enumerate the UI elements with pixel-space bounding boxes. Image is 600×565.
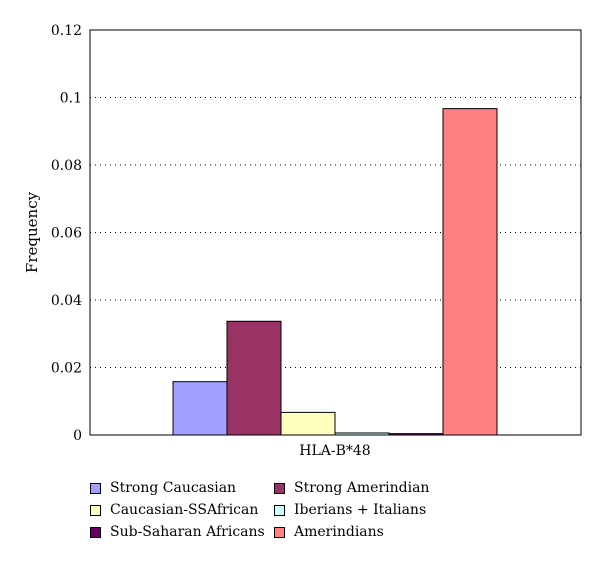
x-category-label: HLA-B*48 [299, 443, 370, 459]
legend-swatch-caucasian-ssafrican [90, 504, 101, 516]
y-tick-label: 0.12 [51, 23, 82, 39]
bar-strong-caucasian [172, 381, 228, 436]
y-tick-label: 0.04 [51, 293, 82, 309]
bar-strong-amerindian [226, 320, 282, 436]
legend-item-strong-caucasian: Strong Caucasian [90, 480, 236, 496]
legend-item-strong-amerindian: Strong Amerindian [274, 480, 429, 496]
bar-caucasian-ssafrican [280, 411, 336, 436]
bar-chart: 0 0.02 0.04 0.06 0.08 0.1 0.12 Frequency HLA-B… [23, 23, 582, 459]
legend-label-amerindians: Amerindians [294, 524, 384, 540]
legend-swatch-sub-saharan-africans [90, 526, 101, 538]
legend-label-strong-amerindian: Strong Amerindian [294, 480, 430, 496]
y-tick-label: 0.06 [51, 226, 82, 242]
legend-item-amerindians: Amerindians [274, 524, 384, 540]
gridlines [90, 97, 581, 368]
y-tick-label: 0 [73, 428, 82, 444]
legend-item-iberians-italians: Iberians + Italians [274, 502, 426, 518]
bar-amerindians [442, 108, 498, 436]
legend-swatch-amerindians [274, 526, 285, 538]
legend-label-caucasian-ssafrican: Caucasian-SSAfrican [110, 502, 259, 518]
bars [172, 108, 498, 436]
legend-swatch-strong-amerindian [274, 482, 285, 494]
legend-swatch-strong-caucasian [90, 482, 101, 494]
legend-label-strong-caucasian: Strong Caucasian [110, 480, 237, 496]
y-tick-labels: 0 0.02 0.04 0.06 0.08 0.1 0.12 [51, 23, 82, 444]
legend-label-sub-saharan-africans: Sub-Saharan Africans [110, 524, 265, 540]
y-tick-label: 0.08 [51, 158, 82, 174]
y-tick-label: 0.1 [60, 91, 82, 107]
y-axis-title: Frequency [23, 191, 41, 273]
y-tick-label: 0.02 [51, 361, 82, 377]
legend-label-iberians-italians: Iberians + Italians [294, 502, 427, 518]
legend-swatch-iberians-italians [274, 504, 285, 516]
legend-item-caucasian-ssafrican: Caucasian-SSAfrican [90, 502, 258, 518]
plot-frame [89, 29, 582, 436]
legend-item-sub-saharan-africans: Sub-Saharan Africans [90, 524, 265, 540]
